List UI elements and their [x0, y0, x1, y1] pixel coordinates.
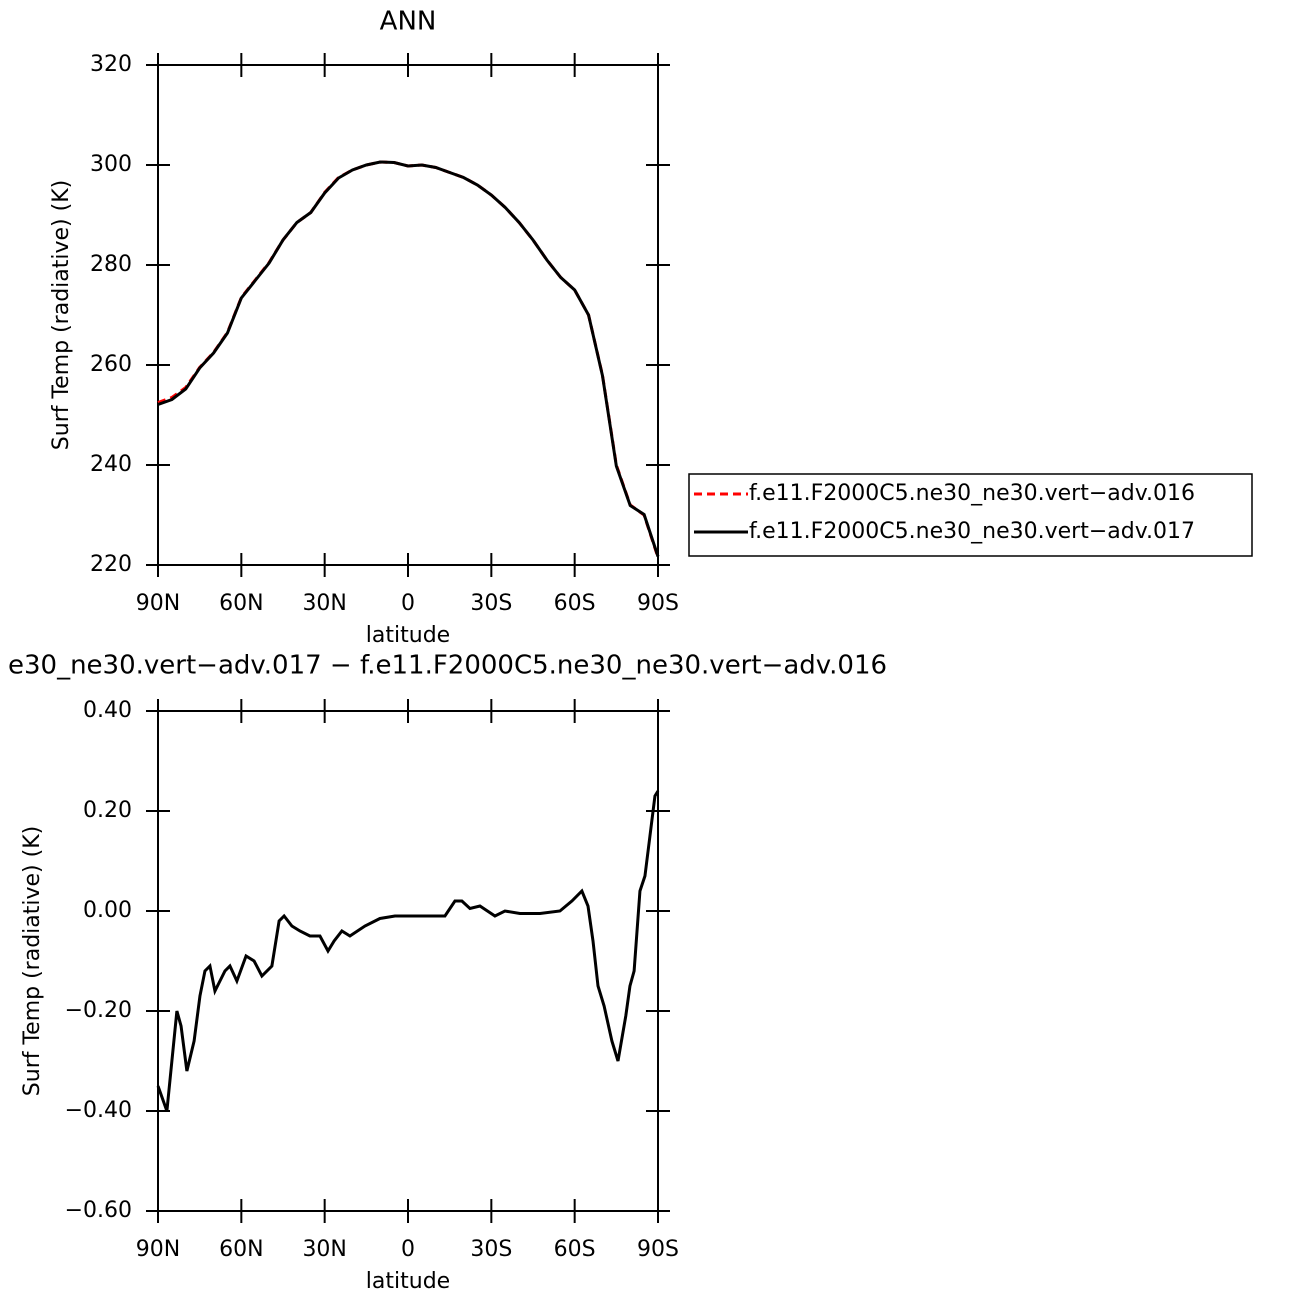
y-axis-label: Surf Temp (radiative) (K) [20, 826, 45, 1096]
y-tick-label: 0.00 [83, 898, 132, 923]
y-tick-label: −0.20 [65, 998, 132, 1023]
x-tick-label: 0 [401, 1237, 415, 1262]
legend-label: f.e11.F2000C5.ne30_ne30.vert−adv.017 [749, 519, 1195, 544]
x-axis-label: latitude [366, 1269, 450, 1294]
y-tick-label: 220 [90, 552, 132, 577]
x-tick-label: 90N [136, 591, 180, 616]
x-tick-label: 60N [219, 1237, 263, 1262]
legend-box [688, 473, 1253, 557]
y-tick-label: −0.40 [65, 1098, 132, 1123]
plot-frame [157, 710, 659, 1212]
y-tick-label: 280 [90, 252, 132, 277]
x-tick-label: 60N [219, 591, 263, 616]
chart-title: ANN [380, 7, 437, 37]
chart-title: e30_ne30.vert−adv.017 − f.e11.F2000C5.ne… [8, 651, 887, 681]
x-tick-label: 90N [136, 1237, 180, 1262]
y-axis-label: Surf Temp (radiative) (K) [49, 180, 74, 450]
x-axis-label: latitude [366, 623, 450, 648]
x-tick-label: 30N [302, 591, 346, 616]
x-tick-label: 30S [470, 591, 512, 616]
y-tick-label: −0.60 [65, 1198, 132, 1223]
legend-label: f.e11.F2000C5.ne30_ne30.vert−adv.016 [749, 481, 1195, 506]
data-line [157, 160, 660, 558]
x-tick-label: 60S [554, 1237, 596, 1262]
y-tick-label: 320 [90, 52, 132, 77]
data-line [156, 790, 660, 1112]
x-tick-label: 0 [401, 591, 415, 616]
x-tick-label: 60S [554, 591, 596, 616]
plot-frame [157, 64, 659, 566]
y-tick-label: 0.40 [83, 698, 132, 723]
y-tick-label: 0.20 [83, 798, 132, 823]
y-tick-label: 260 [90, 352, 132, 377]
x-tick-label: 30S [470, 1237, 512, 1262]
x-tick-label: 90S [637, 1237, 679, 1262]
y-tick-label: 300 [90, 152, 132, 177]
x-tick-label: 30N [302, 1237, 346, 1262]
x-tick-label: 90S [637, 591, 679, 616]
y-tick-label: 240 [90, 452, 132, 477]
data-line [157, 160, 660, 557]
